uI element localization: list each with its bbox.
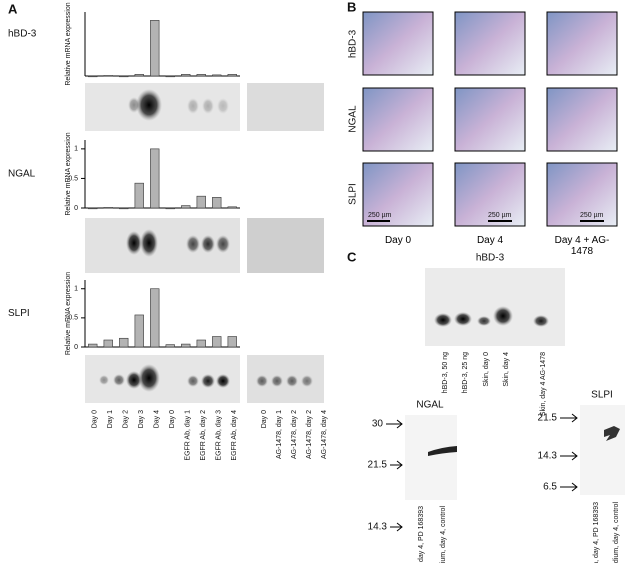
x-tick-label: EGFR Ab, day 2 [200, 410, 207, 461]
bar [196, 74, 206, 77]
row-label: NGAL [348, 105, 359, 133]
lane-label: Medium, day 4, control [440, 506, 447, 563]
column-label: Day 4 + AG-1478 [554, 235, 610, 257]
chart-title: NGAL [8, 169, 36, 180]
x-tick-label: EGFR Ab, day 3 [216, 410, 223, 461]
scale-label: 250 µm [488, 212, 512, 219]
bar [103, 339, 113, 348]
bar [196, 195, 206, 209]
bar [181, 205, 191, 209]
blots-c [386, 268, 625, 532]
blots-a [85, 83, 324, 403]
bar [150, 148, 160, 209]
bar [165, 75, 175, 78]
marker-label: 6.5 [543, 482, 557, 493]
bar [150, 288, 160, 348]
y-tick-label: 1 [74, 146, 78, 153]
x-tick-label: EGFR Ab, day 1 [185, 410, 192, 461]
marker-label: 14.3 [368, 522, 388, 533]
y-axis-label: Relative mRNA expression [65, 132, 72, 215]
lane-label: hBD-3, 50 ng [442, 352, 449, 393]
panel-label: A [8, 1, 18, 16]
lane-label: Skin, day 4 AG-1478 [540, 352, 547, 416]
x-tick-label: Day 3 [138, 410, 145, 428]
bar [227, 74, 237, 77]
row-label: hBD-3 [348, 29, 359, 58]
chart-title: hBD-3 [8, 29, 37, 40]
bar [227, 206, 237, 209]
bar [134, 74, 144, 77]
bar [134, 314, 144, 348]
lane-label: hBD-3, 25 ng [462, 352, 469, 393]
chart-title: SLPI [8, 308, 30, 319]
bar [88, 207, 98, 210]
bar [103, 75, 113, 77]
bar [212, 197, 222, 209]
bar [212, 74, 222, 77]
bar [88, 75, 98, 78]
x-tick-label: Day 4 [154, 410, 161, 428]
bar [134, 182, 144, 209]
x-tick-label: Day 1 [107, 410, 114, 428]
marker-label: 21.5 [538, 413, 558, 424]
y-tick-label: 1 [74, 286, 78, 293]
bar [119, 337, 129, 348]
y-tick-label: 0.5 [68, 175, 78, 182]
bar [165, 344, 175, 348]
lane-label: AG-1478, day 4 [321, 410, 328, 459]
marker-label: 30 [372, 419, 384, 430]
scale-label: 250 µm [580, 212, 604, 219]
bar [181, 74, 191, 77]
x-tick-label: Day 0 [92, 410, 99, 428]
x-tick-label: Day 0 [169, 410, 176, 428]
bar [103, 207, 113, 209]
lane-label: AG-1478, day 2 [306, 410, 313, 459]
column-label: Day 0 [384, 235, 412, 246]
scale-label: 250 µm [368, 212, 392, 219]
marker-label: 14.3 [538, 451, 558, 462]
lane-label: Skin, day 4 [503, 352, 510, 387]
lane-label: Medium, day 4, PD 168393 [593, 502, 600, 563]
lane-label: Medium, day 4, control [613, 502, 620, 563]
blot-title: hBD-3 [476, 253, 505, 264]
y-tick-label: 0 [74, 205, 78, 212]
blot-title: NGAL [416, 400, 444, 411]
bar [165, 207, 175, 210]
panel-label: B [347, 0, 356, 14]
lane-label: Medium, day 4, PD 168393 [418, 506, 425, 563]
bar [150, 20, 160, 77]
bar [227, 336, 237, 348]
bar [88, 343, 98, 348]
lane-label: AG-1478, day 1 [276, 410, 283, 459]
y-axis-label: Relative mRNA expression [65, 2, 72, 85]
marker-label: 21.5 [368, 460, 388, 471]
lane-label: Day 0 [261, 410, 268, 428]
bar [119, 75, 129, 78]
bar [181, 343, 191, 348]
bar [212, 336, 222, 348]
y-axis-label: Relative mRNA expression [65, 272, 72, 355]
x-tick-label: Day 2 [123, 410, 130, 428]
column-label: Day 4 [476, 235, 504, 246]
x-tick-label: EGFR Ab, day 4 [231, 410, 238, 461]
panel-label: C [347, 249, 357, 264]
bar [196, 339, 206, 348]
blot-title: SLPI [591, 390, 613, 401]
lane-label: Skin, day 0 [483, 352, 490, 387]
histology [362, 11, 618, 227]
bar [119, 207, 129, 210]
lane-label: AG-1478, day 2 [291, 410, 298, 459]
row-label: SLPI [348, 183, 359, 205]
y-tick-label: 0.5 [68, 315, 78, 322]
y-tick-label: 0 [74, 344, 78, 351]
